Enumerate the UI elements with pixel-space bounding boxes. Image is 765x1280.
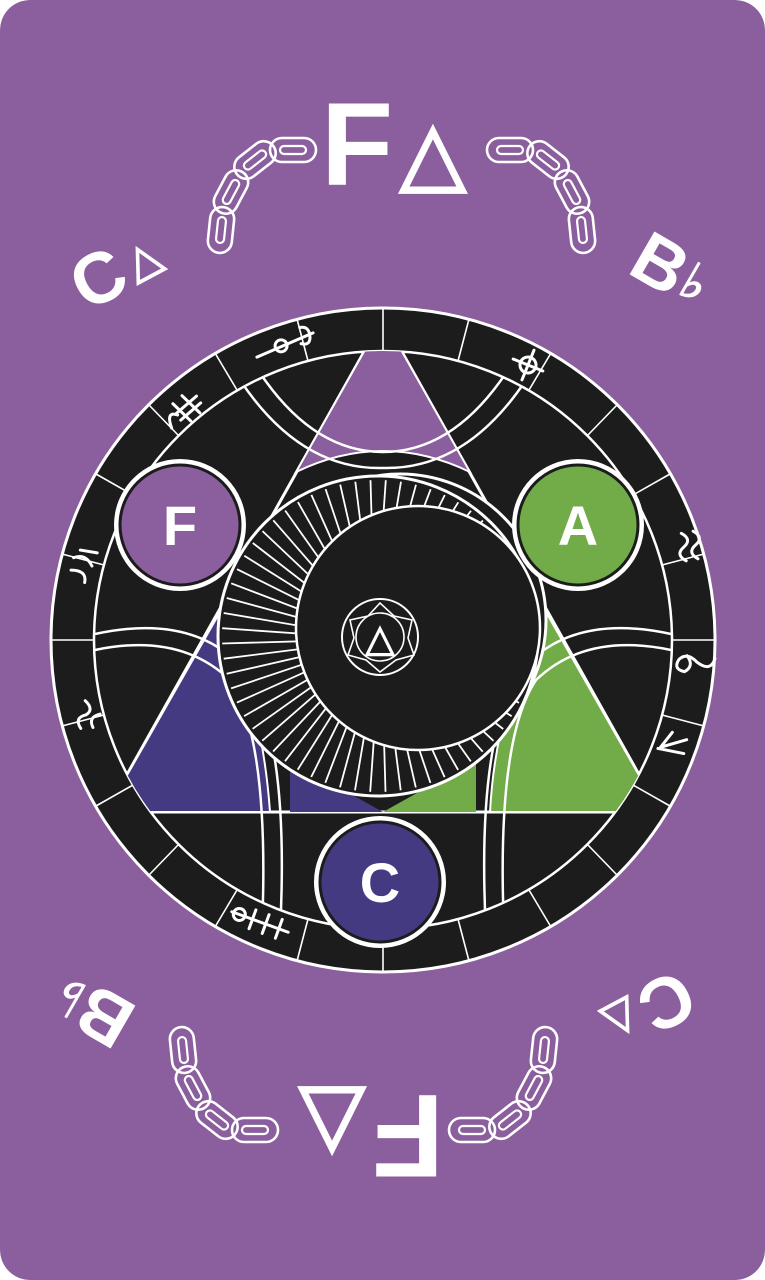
rest-icon (76, 699, 102, 730)
note-c-label: C (360, 851, 400, 914)
note-circle-a[interactable]: A (512, 459, 644, 591)
center-triangle-symbol: △ (364, 618, 396, 660)
treble-clef-icon (675, 654, 717, 674)
hub-inner-ring (355, 612, 405, 662)
note-f-label: F (163, 494, 197, 557)
note-circle-f[interactable]: F (114, 459, 246, 591)
top-chord-root: F (321, 79, 393, 211)
sharp-icon (69, 548, 99, 585)
hub-star (346, 601, 416, 674)
sharp-icon (230, 906, 290, 940)
wheel-ring-dividers (51, 308, 715, 972)
rest-icon (656, 730, 689, 756)
note-a-label: A (558, 494, 598, 557)
music-clef-icon (168, 394, 203, 430)
note-circle-c[interactable]: C (314, 816, 446, 948)
top-chord-symbol: △ (398, 105, 469, 201)
chord-wheel: △ F A C (49, 306, 717, 974)
treble-clef-icon (678, 529, 701, 563)
flat-icon (511, 348, 545, 382)
note-icon (255, 325, 315, 359)
ring-glyphs (69, 325, 717, 940)
bottom-chord-symbol: △ (296, 1079, 367, 1175)
hub-crescent-shadow (294, 504, 542, 752)
bottom-chord-root: F (372, 1069, 444, 1201)
